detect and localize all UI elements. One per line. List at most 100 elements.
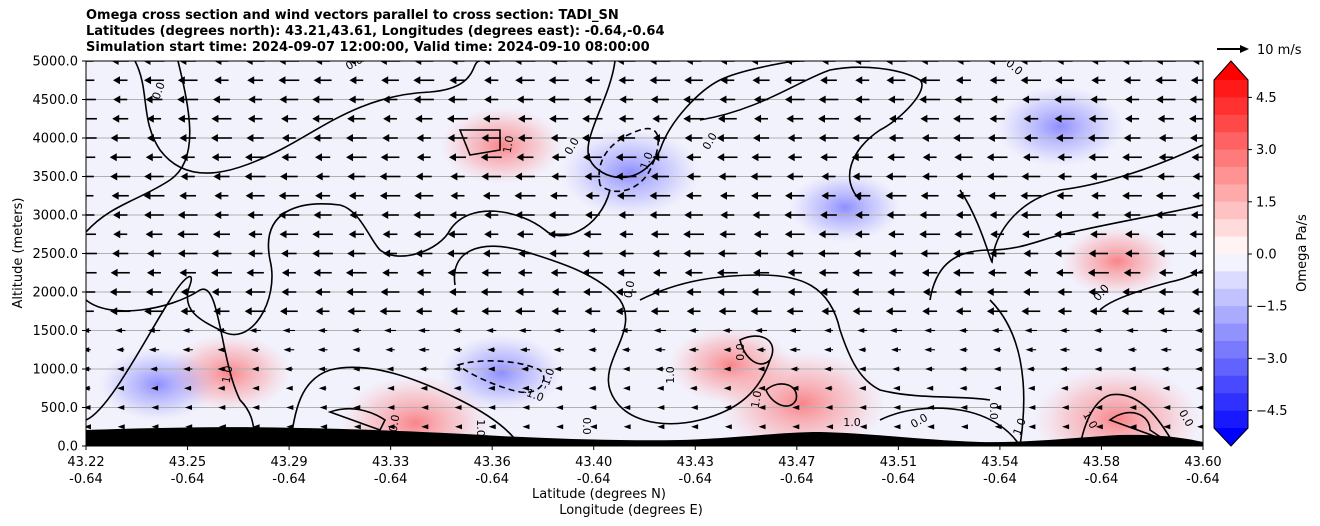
wind-vector [318, 385, 327, 391]
wind-vector [1090, 95, 1107, 104]
wind-vector [550, 61, 568, 65]
wind-vector [420, 385, 428, 391]
wind-vector [689, 385, 698, 391]
wind-vector [449, 76, 466, 85]
wind-vector [657, 424, 665, 430]
wind-vector [86, 328, 91, 333]
x-tick-label-lon: -0.64 [882, 472, 916, 487]
wind-vector [278, 191, 300, 200]
wind-vector [686, 288, 702, 296]
wind-vector [684, 211, 703, 219]
wind-vector [144, 76, 164, 85]
wind-vector [1163, 424, 1171, 430]
wind-vector [650, 172, 669, 181]
colorbar-tick-label: 1.5 [1256, 195, 1277, 210]
colorbar-band [1214, 184, 1248, 203]
wind-vector [657, 405, 665, 410]
wind-vector [449, 211, 466, 219]
wind-vector [1124, 230, 1140, 239]
wind-vector [1157, 114, 1174, 123]
wind-vector [515, 172, 535, 181]
wind-vector [927, 405, 935, 410]
wind-vector [922, 172, 938, 181]
wind-vector [723, 347, 732, 353]
wind-vector [548, 211, 569, 219]
wind-vector [652, 249, 668, 258]
wind-vector [517, 134, 533, 142]
colorbar-tick-label: −3.0 [1256, 352, 1288, 367]
wind-vector [1057, 172, 1072, 181]
wind-vector [1020, 211, 1042, 219]
wind-vector [959, 328, 968, 333]
wind-vector [214, 76, 229, 85]
wind-vector [379, 191, 401, 200]
wind-vector [990, 95, 1005, 104]
wind-vector [247, 76, 264, 85]
wind-vector [989, 76, 1005, 85]
contour-label: 0.0 [580, 417, 593, 435]
wind-vector [1156, 230, 1176, 239]
wind-vector [1094, 366, 1103, 372]
wind-vector [758, 385, 766, 391]
colorbar-band [1214, 375, 1248, 394]
wind-vector [1129, 405, 1137, 410]
wind-vector [217, 328, 226, 333]
wind-vector [185, 405, 193, 410]
wind-vector [515, 211, 535, 219]
wind-vector [349, 76, 364, 85]
contour-line [289, 366, 521, 446]
wind-vector [379, 307, 401, 316]
wind-vector [281, 268, 296, 277]
wind-vector [1023, 249, 1039, 258]
wind-vector [719, 61, 735, 65]
wind-vector [387, 424, 395, 430]
wind-vector [855, 211, 870, 219]
wind-vector [922, 153, 937, 162]
wind-vector [724, 424, 732, 430]
wind-vector [1087, 268, 1109, 277]
wind-vector [117, 405, 125, 410]
colorbar-band [1214, 323, 1248, 342]
wind-vector [784, 230, 805, 239]
wind-vector [649, 76, 671, 85]
wind-vector [787, 153, 802, 162]
colorbar-band [1214, 358, 1248, 377]
wind-vector [852, 134, 873, 142]
wind-vector [548, 95, 570, 104]
colorbar-tick-label: 4.5 [1256, 91, 1277, 106]
wind-vectors [86, 61, 1203, 430]
wind-vector [1158, 288, 1173, 296]
contour-line [739, 335, 774, 365]
wind-vector [1124, 95, 1140, 104]
wind-vector [1057, 307, 1072, 316]
wind-vector [1023, 114, 1039, 123]
wind-vector [112, 76, 128, 85]
wind-vector [516, 230, 534, 239]
wind-vector [582, 249, 603, 258]
wind-vector [115, 328, 126, 333]
wind-vector [177, 95, 199, 104]
x-tick-label-lat: 43.40 [575, 455, 612, 470]
wind-vector [953, 114, 974, 123]
wind-vector [112, 249, 129, 258]
x-tick-label-lat: 43.51 [880, 455, 917, 470]
x-tick-label-lat: 43.29 [270, 455, 307, 470]
wind-vector [1088, 288, 1109, 296]
wind-vector [150, 385, 158, 391]
wind-vector [927, 424, 935, 430]
wind-vector [1057, 153, 1072, 162]
wind-vector [925, 366, 935, 372]
wind-vector [109, 153, 131, 162]
wind-vector [551, 153, 566, 162]
wind-vector [720, 191, 735, 200]
wind-vector [251, 366, 259, 372]
wind-vector [86, 117, 97, 120]
wind-vector [821, 191, 836, 200]
wind-vector [1089, 172, 1107, 181]
wind-vector [213, 172, 230, 181]
omega-patch-negative [788, 172, 902, 243]
wind-vector [113, 230, 128, 239]
x-tick-label-lat: 43.54 [981, 455, 1018, 470]
wind-vector [956, 61, 971, 65]
wind-vector [414, 61, 434, 65]
